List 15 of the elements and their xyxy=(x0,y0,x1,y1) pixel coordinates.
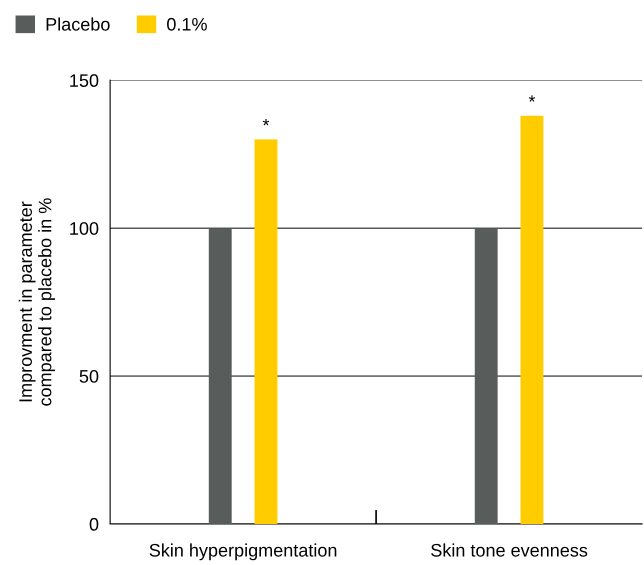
x-tick-label: Skin tone evenness xyxy=(431,543,588,557)
annotation: * xyxy=(262,119,270,126)
annotation: * xyxy=(528,95,536,102)
y-tick-label: 100 xyxy=(70,222,98,235)
y-tick-label: 150 xyxy=(70,74,98,87)
y-axis-title: Improvment in parameter compared to placebo in % xyxy=(18,198,55,406)
y-tick-label: 50 xyxy=(80,370,98,383)
legend-label: 0.1% xyxy=(167,18,207,31)
legend-label: Placebo xyxy=(46,17,110,31)
bar xyxy=(254,139,278,524)
bar xyxy=(474,228,498,524)
x-tick-label: Skin hyperpigmentation xyxy=(150,543,336,560)
bar xyxy=(208,228,232,524)
bar xyxy=(520,116,544,524)
y-tick-label: 0 xyxy=(90,518,98,531)
